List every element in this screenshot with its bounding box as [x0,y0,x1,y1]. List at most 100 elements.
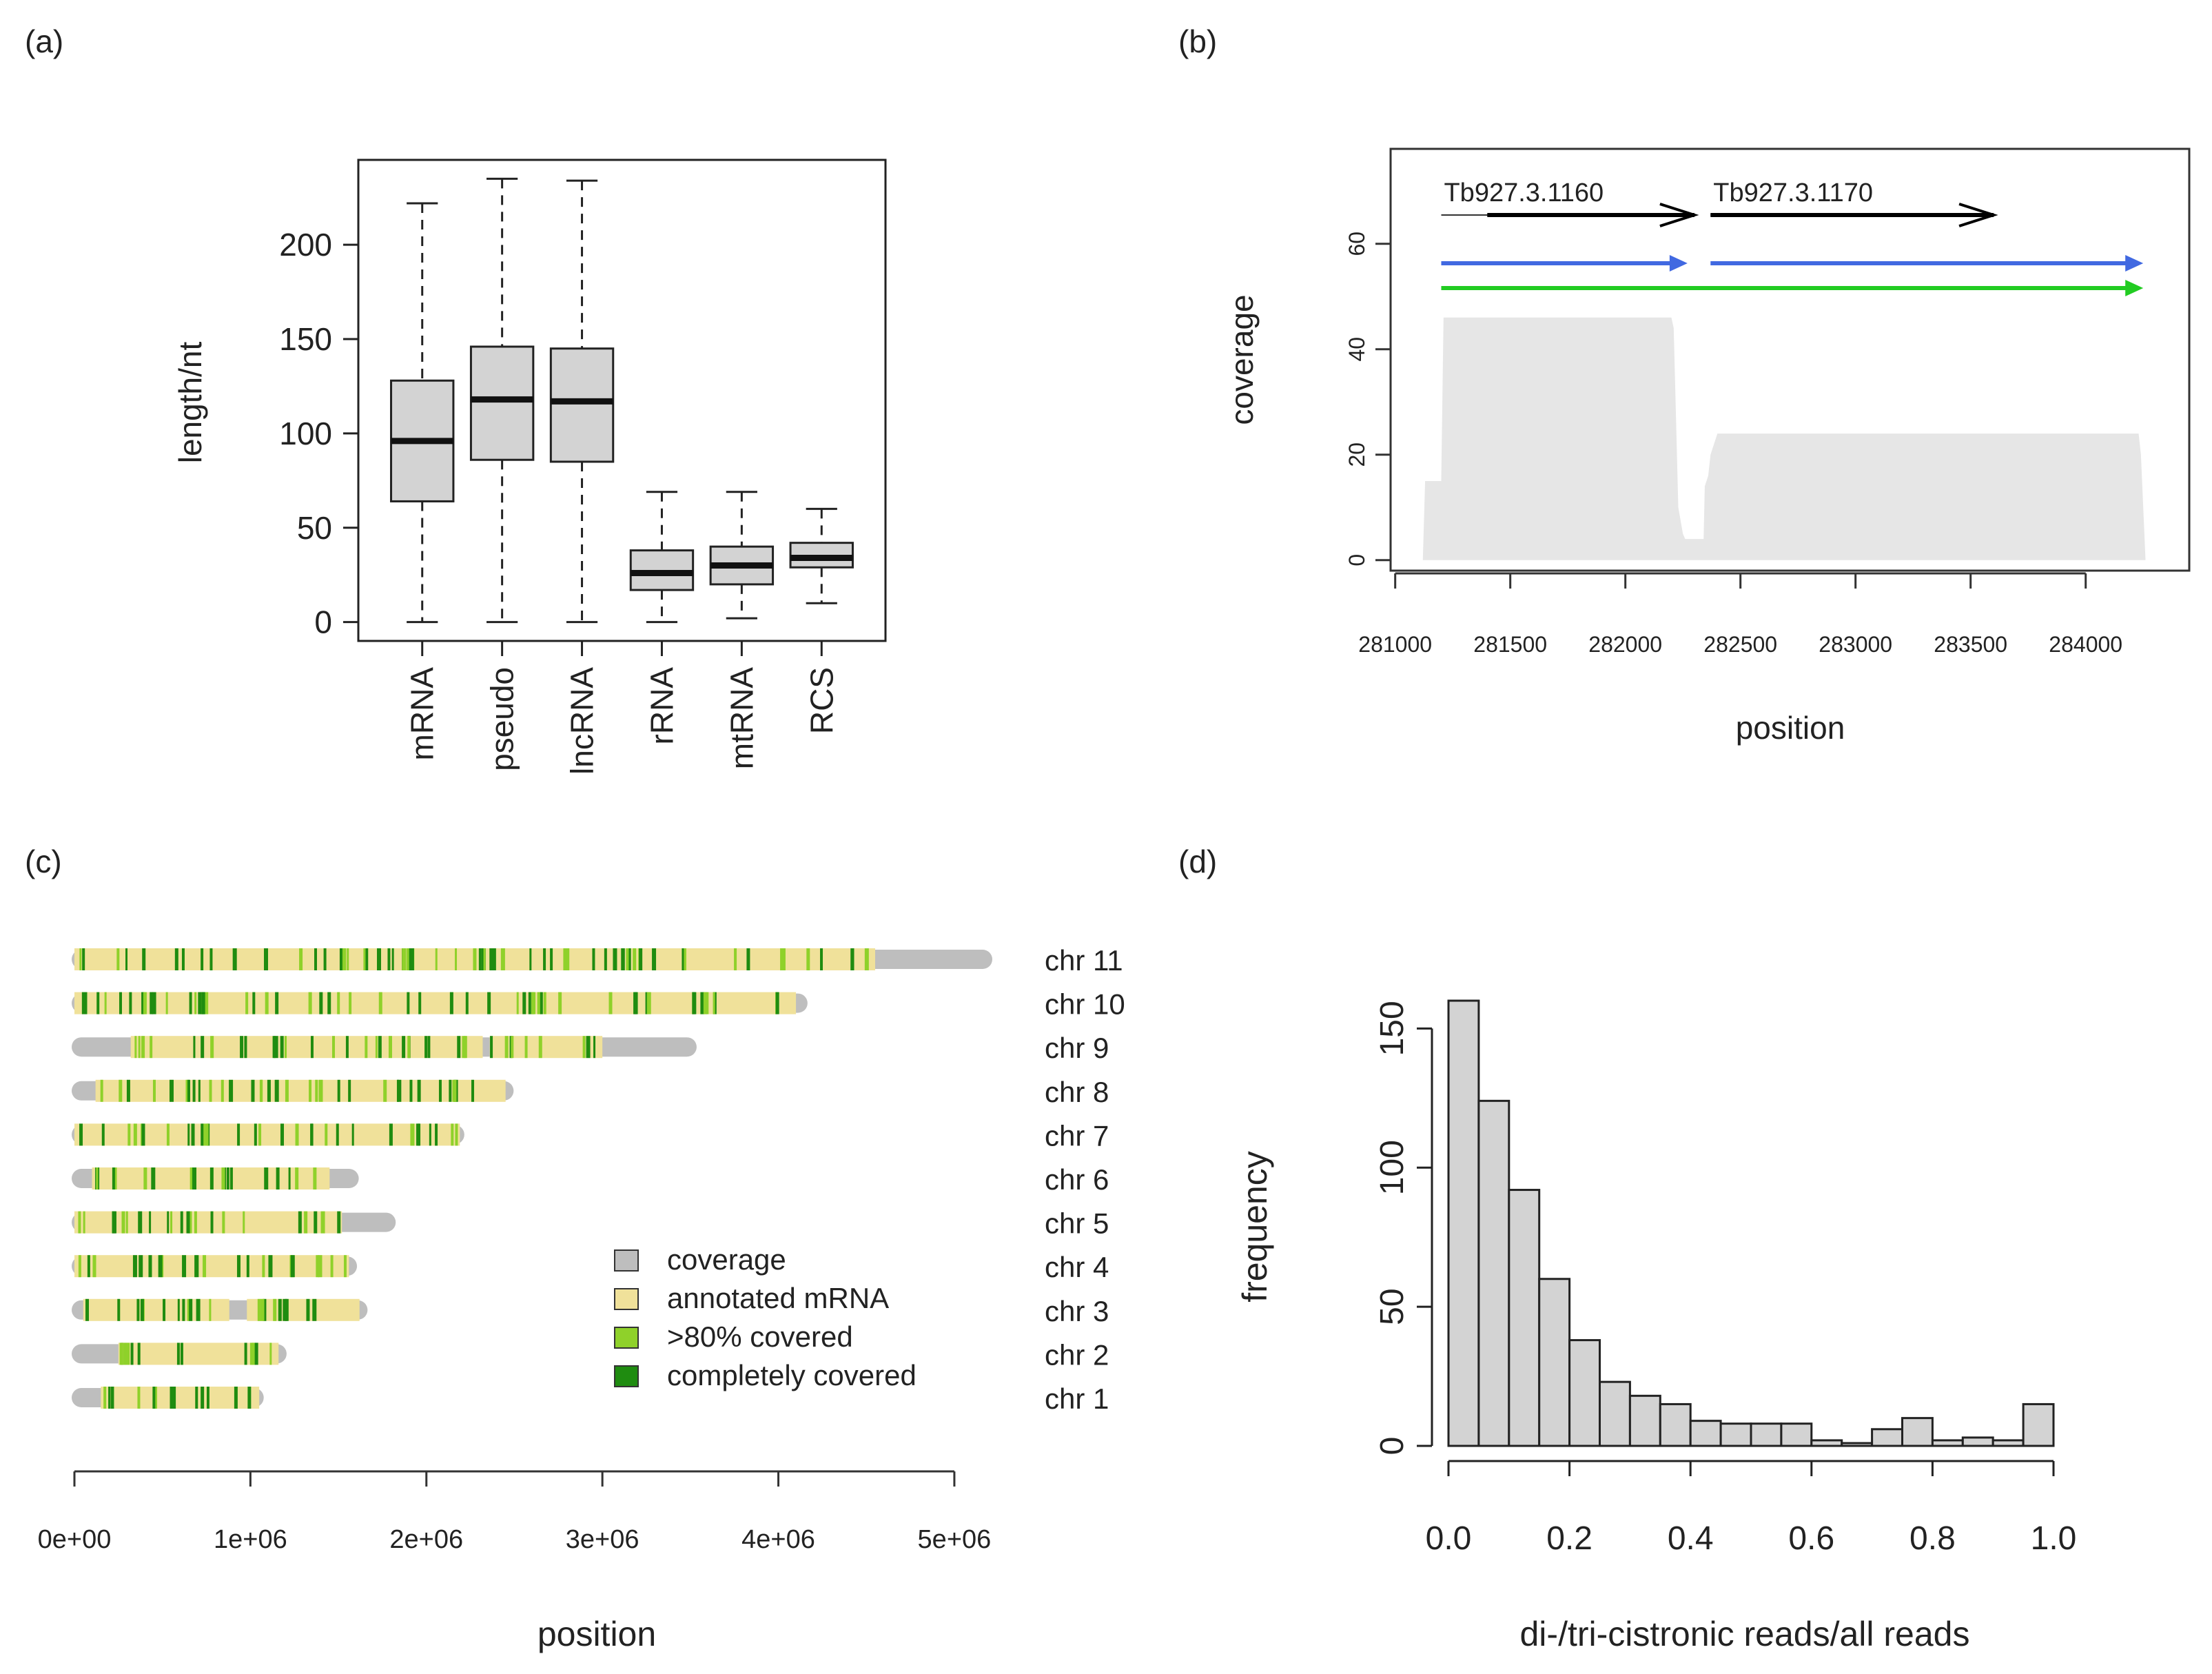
covered-gene-mark [455,948,458,970]
covered-gene-mark [254,1343,258,1365]
covered-gene-mark [170,1211,173,1234]
covered-gene-mark [490,1036,493,1059]
covered-gene-mark [682,948,686,970]
covered-gene-mark [429,1123,431,1146]
covered-gene-mark [330,1255,334,1278]
covered-gene-mark [119,992,122,1014]
covered-gene-mark [78,1255,81,1278]
panel-label-a: (a) [25,23,63,59]
covered-gene-mark [236,1255,240,1278]
covered-gene-mark [257,1298,260,1321]
covered-gene-mark [397,1079,402,1102]
covered-gene-mark [700,992,705,1014]
covered-gene-mark [172,1387,176,1409]
covered-gene-mark [491,948,496,970]
covered-gene-mark [276,1167,280,1190]
covered-gene-mark [249,1343,254,1365]
covered-gene-mark [435,1123,438,1146]
gene-arrowhead [1958,203,1998,227]
covered-gene-mark [229,1167,233,1190]
covered-gene-mark [342,948,347,970]
covered-gene-mark [416,1123,421,1146]
covered-gene-mark [320,1211,325,1234]
covered-gene-mark [198,1079,201,1102]
mrna-track [74,1123,460,1146]
covered-gene-mark [79,948,82,970]
covered-gene-mark [78,1211,81,1234]
covered-gene-mark [483,948,486,970]
covered-gene-mark [177,1298,180,1321]
covered-gene-mark [639,948,643,970]
y-tick-label: 150 [1374,1001,1411,1056]
histogram-bar [1659,1402,1692,1447]
histogram-bar [1961,1436,1994,1447]
covered-gene-mark [409,1079,413,1102]
y-tick-label: 150 [279,321,332,357]
covered-gene-mark [391,948,394,970]
covered-gene-mark [734,948,737,970]
covered-gene-mark [152,992,156,1014]
covered-gene-mark [783,948,786,970]
covered-gene-mark [229,1079,234,1102]
covered-gene-mark [457,1036,461,1059]
covered-gene-mark [351,1123,354,1146]
y-tick-label: 0 [314,604,332,640]
covered-gene-mark [187,1123,190,1146]
covered-gene-mark [613,948,617,970]
covered-gene-mark [780,948,784,970]
covered-gene-mark [314,1211,318,1234]
x-tick-label: 281500 [1473,632,1547,657]
covered-gene-mark [190,1167,193,1190]
covered-gene-mark [621,948,625,970]
covered-gene-mark [194,992,197,1014]
covered-gene-mark [130,1343,134,1365]
covered-gene-mark [139,1255,143,1278]
covered-gene-mark [192,1167,197,1190]
covered-gene-mark [104,992,107,1014]
covered-gene-mark [478,948,482,970]
x-tick-label: 2e+06 [389,1525,463,1554]
covered-gene-mark [143,1167,147,1190]
covered-gene-mark [141,992,145,1014]
covered-gene-mark [108,1387,111,1409]
covered-gene-mark [407,948,411,970]
covered-gene-mark [265,992,269,1014]
covered-gene-mark [455,1123,458,1146]
covered-gene-mark [245,992,249,1014]
histogram-bar [1750,1422,1783,1447]
covered-gene-mark [137,1387,141,1409]
covered-gene-mark [537,992,542,1014]
covered-gene-mark [318,1079,323,1102]
covered-gene-mark [278,1298,282,1321]
covered-gene-mark [396,1079,399,1102]
covered-gene-mark [402,1036,406,1059]
covered-gene-mark [116,948,120,970]
covered-gene-mark [582,1036,586,1059]
gene-label: Tb927.3.1160 [1444,178,1604,207]
covered-gene-mark [82,948,85,970]
covered-gene-mark [165,992,168,1014]
covered-gene-mark [378,992,382,1014]
x-tick-label: 4e+06 [741,1525,815,1554]
covered-gene-mark [418,992,422,1014]
covered-gene-mark [129,992,132,1014]
covered-gene-mark [127,1123,131,1146]
covered-gene-mark [325,1123,328,1146]
mrna-track [101,1387,260,1409]
covered-gene-mark [121,1211,125,1234]
y-tick-label: 100 [279,416,332,451]
covered-gene-mark [388,1036,392,1059]
covered-gene-mark [123,1343,126,1365]
covered-gene-mark [633,948,637,970]
covered-gene-mark [189,1298,193,1321]
covered-gene-mark [308,992,312,1014]
covered-gene-mark [110,1387,114,1409]
legend-label: coverage [667,1243,786,1276]
covered-gene-mark [318,1255,322,1278]
histogram-bar [1508,1189,1541,1447]
box-lncRNA [549,347,615,463]
covered-gene-mark [101,1123,105,1146]
covered-gene-mark [125,948,128,970]
covered-gene-mark [529,948,532,970]
histogram-bar [1477,1099,1510,1447]
